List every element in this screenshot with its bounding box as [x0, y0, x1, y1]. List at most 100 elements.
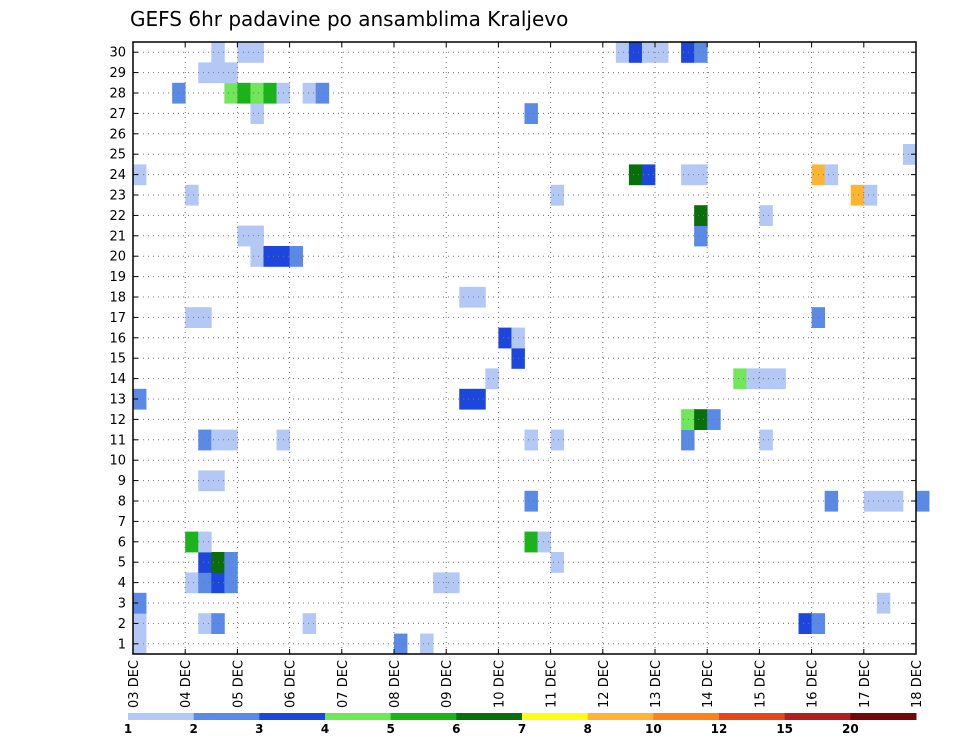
- heatmap-cell: [263, 246, 277, 267]
- colorbar-segment: [587, 713, 654, 720]
- heatmap-cell: [224, 62, 238, 84]
- heatmap-cell: [198, 307, 212, 328]
- y-tick-label: 2: [118, 617, 126, 632]
- colorbar-label: 12: [711, 722, 728, 736]
- heatmap-cell: [628, 42, 643, 63]
- heatmap-cell: [250, 82, 264, 104]
- heatmap-cell: [694, 164, 708, 186]
- colorbar-segment: [719, 713, 786, 720]
- y-tick-label: 18: [109, 291, 126, 306]
- heatmap-cell: [772, 368, 786, 390]
- heatmap-cell: [628, 164, 643, 186]
- heatmap-cell: [394, 633, 408, 655]
- chart-title: GEFS 6hr padavine po ansamblima Kraljevo: [130, 7, 568, 31]
- colorbar-label: 20: [842, 722, 859, 736]
- heatmap-cell: [694, 42, 708, 63]
- heatmap-cell: [550, 429, 565, 451]
- colorbar-label: 8: [583, 722, 591, 736]
- x-tick-label: 17 DEC: [858, 660, 873, 708]
- heatmap-cell: [133, 613, 147, 634]
- colorbar-label: 5: [386, 722, 394, 736]
- colorbar-segment: [390, 713, 457, 720]
- cells-layer: [133, 42, 930, 655]
- colorbar-segment: [193, 713, 260, 720]
- y-tick-label: 26: [109, 127, 126, 142]
- colorbar-label: 4: [321, 722, 329, 736]
- heatmap-cell: [315, 82, 330, 104]
- heatmap-cell: [224, 552, 238, 573]
- colorbar-segment: [522, 713, 589, 720]
- y-tick-label: 15: [109, 352, 126, 367]
- x-tick-label: 18 DEC: [910, 660, 925, 708]
- heatmap-cell: [185, 307, 199, 328]
- x-tick-label: 15 DEC: [753, 660, 768, 708]
- colorbar-label: 1: [124, 722, 132, 736]
- heatmap-cell: [459, 388, 473, 410]
- heatmap-cell: [524, 490, 538, 512]
- x-tick-label: 06 DEC: [284, 660, 299, 708]
- colorbar-label: 15: [776, 722, 793, 736]
- x-tick-label: 05 DEC: [231, 660, 246, 708]
- heatmap-cell: [198, 531, 212, 553]
- heatmap-cell: [133, 633, 147, 655]
- y-tick-label: 17: [109, 311, 126, 326]
- x-tick-label: 16 DEC: [806, 660, 821, 708]
- heatmap-cell: [472, 286, 486, 308]
- heatmap-cell: [459, 286, 473, 308]
- heatmap-cell: [902, 144, 917, 165]
- heatmap-cell: [759, 368, 773, 390]
- x-tick-label: 11 DEC: [545, 660, 560, 708]
- y-tick-label: 28: [109, 87, 126, 102]
- y-tick-label: 19: [109, 270, 126, 285]
- heatmap-cell: [185, 184, 199, 206]
- y-tick-label: 12: [109, 413, 126, 428]
- heatmap-cell: [302, 82, 317, 104]
- y-tick-label: 10: [109, 454, 126, 469]
- heatmap-cell: [615, 42, 630, 63]
- heatmap-cell: [302, 613, 317, 634]
- y-tick-label: 27: [109, 107, 126, 122]
- heatmap-cell: [224, 429, 238, 451]
- y-tick-label: 13: [109, 393, 126, 408]
- heatmap-cell: [224, 82, 238, 104]
- x-tick-label: 14 DEC: [701, 660, 716, 708]
- y-tick-label: 14: [109, 372, 126, 387]
- x-tick-label: 07 DEC: [336, 660, 351, 708]
- heatmap-cell: [472, 388, 486, 410]
- y-tick-label: 16: [109, 331, 126, 346]
- x-axis: 03 DEC 04 DEC 05 DEC 06 DEC 07 DEC 08 DEC 09 D…: [127, 42, 925, 708]
- y-tick-label: 22: [109, 209, 126, 224]
- x-tick-label: 04 DEC: [179, 660, 194, 708]
- heatmap-cell: [185, 572, 199, 594]
- heatmap-cell: [524, 531, 538, 553]
- heatmap-cell: [133, 388, 147, 410]
- heatmap-cell: [289, 246, 304, 267]
- y-tick-label: 11: [109, 433, 126, 448]
- y-tick-label: 7: [118, 515, 126, 530]
- heatmap-cell: [681, 42, 695, 63]
- colorbar-segment: [128, 713, 195, 720]
- heatmap-cell: [537, 531, 551, 553]
- heatmap-cell: [850, 184, 865, 206]
- heatmap-cell: [889, 490, 904, 512]
- colorbar-segment: [850, 713, 917, 720]
- heatmap-cell: [133, 592, 147, 614]
- heatmap-cell: [237, 82, 251, 104]
- y-tick-label: 8: [118, 495, 126, 510]
- heatmap-cell: [420, 633, 434, 655]
- heatmap-cell: [655, 42, 669, 63]
- x-tick-label: 09 DEC: [440, 660, 455, 708]
- heatmap-cell: [733, 368, 747, 390]
- y-tick-label: 25: [109, 148, 126, 163]
- colorbar: 1 2 3 4 5 6 7 8 10 12 15 20: [124, 713, 917, 736]
- x-tick-label: 12 DEC: [597, 660, 612, 708]
- heatmap-cell: [237, 42, 251, 63]
- heatmap-cell: [524, 103, 538, 124]
- heatmap-cell: [759, 205, 773, 226]
- heatmap-cell: [263, 82, 277, 104]
- heatmap-cell: [498, 327, 512, 349]
- heatmap-cell: [237, 225, 251, 247]
- colorbar-label: 7: [518, 722, 526, 736]
- heatmap-cell: [250, 42, 264, 63]
